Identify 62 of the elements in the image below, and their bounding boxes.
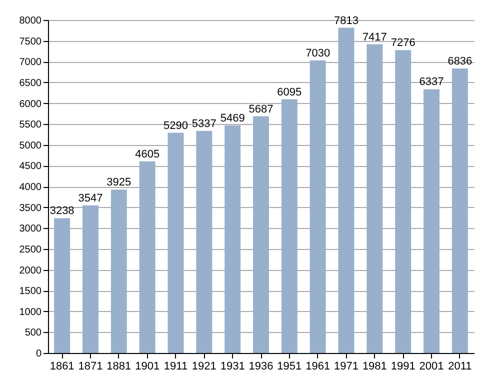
y-tick-label: 2500: [19, 244, 42, 256]
data-label: 3238: [50, 205, 74, 218]
y-tick-label: 3500: [19, 202, 42, 214]
x-tick-label: 1951: [277, 360, 302, 372]
x-tick-label: 2011: [448, 360, 472, 372]
y-tick-label: 5500: [19, 120, 42, 131]
bar: [196, 130, 212, 353]
x-tick-label: 1871: [78, 360, 103, 372]
y-tick-label: 500: [24, 328, 42, 339]
data-label: 4605: [135, 148, 160, 160]
x-tick-label: 1921: [192, 360, 216, 372]
data-label: 5687: [248, 103, 274, 116]
y-tick-label: 0: [36, 348, 42, 360]
bar: [281, 99, 298, 353]
y-tick-label: 8000: [19, 16, 42, 26]
data-label: 6337: [419, 76, 444, 88]
data-label: 5290: [164, 120, 188, 132]
bar: [139, 161, 156, 353]
x-tick-label: 1911: [164, 360, 188, 372]
x-tick-label: 1991: [390, 360, 416, 372]
x-tick-label: 1901: [135, 360, 160, 372]
bar: [395, 50, 412, 353]
bar: [168, 132, 184, 353]
x-tick-label: 1881: [106, 360, 132, 372]
x-tick-label: 2001: [419, 360, 444, 372]
data-label: 6095: [277, 86, 302, 98]
bar: [366, 44, 383, 353]
bar: [110, 190, 127, 353]
y-tick-label: 1000: [19, 306, 42, 318]
x-tick-label: 1931: [220, 360, 245, 372]
bar: [310, 60, 326, 353]
y-tick-label: 2000: [19, 265, 42, 276]
bar: [338, 28, 354, 353]
y-tick-label: 6000: [19, 98, 42, 110]
data-label: 7276: [390, 37, 416, 50]
y-tick-label: 4500: [19, 161, 42, 172]
y-tick-label: 7000: [19, 57, 42, 68]
y-tick-label: 6500: [19, 78, 42, 89]
x-tick-label: 1961: [306, 360, 330, 372]
bar: [253, 116, 269, 353]
x-tick-label: 1861: [50, 360, 74, 372]
data-label: 3547: [78, 192, 103, 204]
data-label: 5337: [192, 118, 216, 130]
y-tick-label: 4000: [19, 182, 42, 193]
y-tick-label: 5000: [19, 140, 42, 152]
y-tick-label: 1500: [19, 286, 42, 298]
data-label: 7417: [362, 31, 387, 44]
data-label: 6836: [448, 55, 472, 68]
data-label: 7030: [306, 47, 330, 60]
bar: [452, 68, 468, 353]
data-label: 7813: [334, 14, 358, 27]
x-tick-label: 1971: [334, 360, 358, 372]
bar: [224, 125, 241, 353]
y-tick-label: 7500: [19, 36, 42, 48]
y-tick-label: 3000: [19, 224, 42, 235]
x-tick-label: 1981: [362, 360, 387, 372]
bar: [54, 218, 70, 353]
bar: [424, 89, 440, 353]
x-tick-label: 1936: [248, 360, 274, 372]
data-label: 3925: [106, 176, 132, 189]
data-label: 5469: [220, 112, 245, 124]
bar: [82, 205, 98, 353]
